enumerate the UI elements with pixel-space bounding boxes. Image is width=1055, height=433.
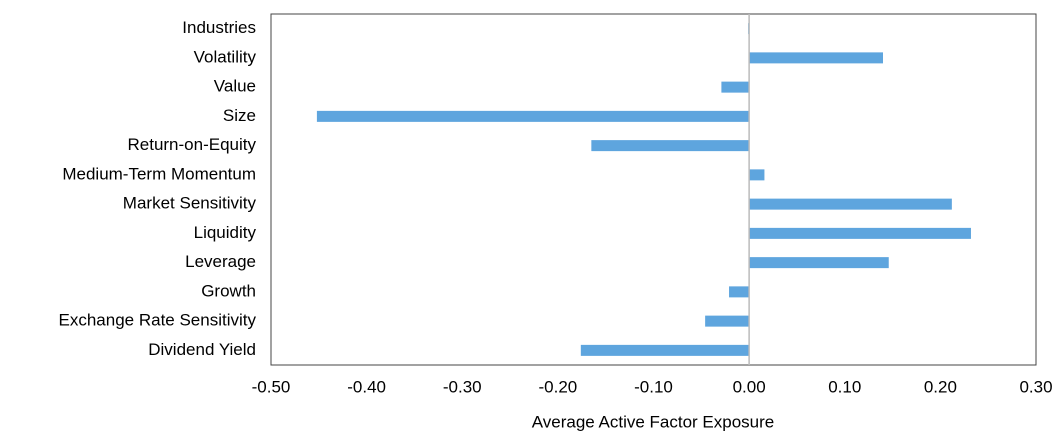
x-tick-label: -0.40 bbox=[347, 377, 386, 396]
y-tick-label: Industries bbox=[182, 18, 256, 37]
bar bbox=[721, 81, 750, 93]
bar bbox=[580, 344, 750, 356]
bar bbox=[749, 52, 883, 64]
y-tick-label: Value bbox=[214, 77, 256, 96]
x-tick-label: 0.10 bbox=[828, 377, 861, 396]
x-tick-label: -0.30 bbox=[443, 377, 482, 396]
y-tick-label: Growth bbox=[201, 281, 256, 300]
y-tick-label: Market Sensitivity bbox=[123, 194, 257, 213]
y-tick-label: Return-on-Equity bbox=[127, 135, 256, 154]
x-axis-label: Average Active Factor Exposure bbox=[532, 412, 775, 431]
plot-frame bbox=[270, 13, 1037, 366]
x-tick-label: 0.00 bbox=[733, 377, 766, 396]
y-tick-label: Volatility bbox=[194, 47, 257, 66]
y-tick-label: Dividend Yield bbox=[148, 340, 256, 359]
y-tick-label: Liquidity bbox=[194, 223, 257, 242]
bar bbox=[749, 169, 765, 181]
x-tick-label: -0.20 bbox=[539, 377, 578, 396]
bar bbox=[749, 198, 952, 210]
x-tick-label: 0.30 bbox=[1019, 377, 1052, 396]
y-tick-label: Exchange Rate Sensitivity bbox=[59, 311, 257, 330]
bar bbox=[705, 315, 750, 327]
bar bbox=[729, 286, 750, 298]
x-tick-label: -0.50 bbox=[252, 377, 291, 396]
bar bbox=[591, 140, 750, 152]
y-tick-label: Medium-Term Momentum bbox=[62, 164, 256, 183]
x-tick-label: -0.10 bbox=[634, 377, 673, 396]
bar bbox=[316, 110, 750, 122]
y-tick-label: Leverage bbox=[185, 252, 256, 271]
x-tick-label: 0.20 bbox=[924, 377, 957, 396]
bar bbox=[749, 257, 889, 269]
bar bbox=[749, 227, 971, 239]
y-tick-label: Size bbox=[223, 106, 256, 125]
